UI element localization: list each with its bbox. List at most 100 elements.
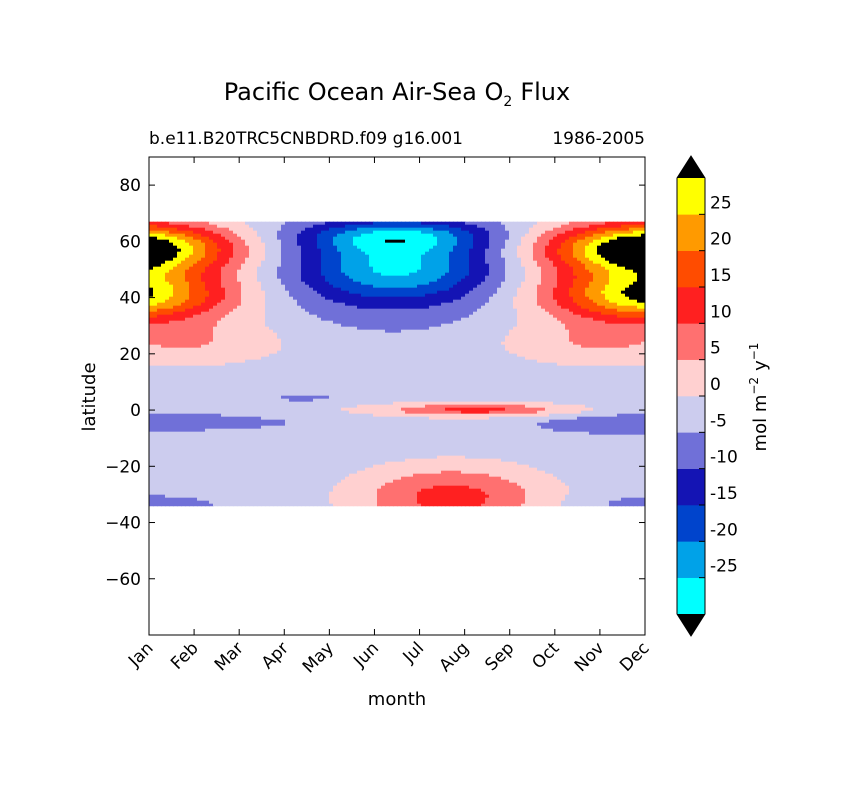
field-cell xyxy=(197,341,202,346)
field-cell xyxy=(185,356,190,361)
field-cell xyxy=(197,395,202,400)
field-cell xyxy=(193,464,198,469)
field-cell xyxy=(185,299,190,304)
field-cell xyxy=(177,398,182,403)
field-cell xyxy=(173,242,178,247)
field-cell xyxy=(249,500,254,505)
field-cell xyxy=(189,428,194,433)
field-cell xyxy=(157,314,162,319)
field-cell xyxy=(197,404,202,409)
field-cell xyxy=(241,407,246,412)
field-cell xyxy=(261,380,266,385)
field-cell xyxy=(205,281,210,286)
field-cell xyxy=(209,329,214,334)
chart-title-subscript: 2 xyxy=(503,94,512,110)
field-cell xyxy=(265,263,270,268)
field-cell xyxy=(173,503,178,507)
field-cell xyxy=(217,260,222,265)
field-cell xyxy=(153,347,158,352)
field-cell xyxy=(313,503,318,507)
field-cell xyxy=(161,491,166,496)
field-cell xyxy=(221,251,226,256)
field-cell xyxy=(189,266,194,271)
field-cell xyxy=(153,272,158,277)
field-cell xyxy=(221,443,226,448)
field-cell xyxy=(265,374,270,379)
field-cell xyxy=(225,221,230,226)
field-cell xyxy=(173,353,178,358)
field-cell xyxy=(261,464,266,469)
field-cell xyxy=(221,398,226,403)
field-cell xyxy=(209,278,214,283)
field-cell xyxy=(237,269,242,274)
field-cell xyxy=(257,227,262,232)
field-cell xyxy=(165,302,170,307)
field-cell xyxy=(185,302,190,307)
field-cell xyxy=(189,299,194,304)
field-cell xyxy=(157,323,162,328)
field-cell xyxy=(253,503,258,507)
field-cell xyxy=(157,287,162,292)
field-cell xyxy=(229,350,234,355)
field-cell xyxy=(205,404,210,409)
field-cell xyxy=(189,326,194,331)
field-cell xyxy=(149,368,154,373)
field-cell xyxy=(193,431,198,436)
field-cell xyxy=(161,476,166,481)
field-cell xyxy=(153,233,158,238)
field-cell xyxy=(169,245,174,250)
field-cell xyxy=(213,248,218,253)
field-cell xyxy=(225,305,230,310)
field-cell xyxy=(229,302,234,307)
field-cell xyxy=(257,410,262,415)
field-cell xyxy=(261,326,266,331)
field-cell xyxy=(229,431,234,436)
field-cell xyxy=(249,377,254,382)
field-cell xyxy=(161,398,166,403)
field-cell xyxy=(257,419,262,424)
field-cell xyxy=(149,353,154,358)
field-cell xyxy=(229,281,234,286)
field-cell xyxy=(237,455,242,460)
field-cell xyxy=(261,446,266,451)
field-cell xyxy=(181,332,186,337)
field-cell xyxy=(261,224,266,229)
field-cell xyxy=(165,485,170,490)
field-cell xyxy=(233,494,238,499)
field-cell xyxy=(209,290,214,295)
field-cell xyxy=(165,422,170,427)
field-cell xyxy=(197,239,202,244)
field-cell xyxy=(189,233,194,238)
field-cell xyxy=(249,473,254,478)
field-cell xyxy=(157,257,162,262)
field-cell xyxy=(181,248,186,253)
field-cell xyxy=(161,419,166,424)
field-cell xyxy=(181,254,186,259)
field-cell xyxy=(209,335,214,340)
field-cell xyxy=(249,425,254,430)
field-cell xyxy=(165,455,170,460)
field-cell xyxy=(185,398,190,403)
field-cell xyxy=(209,314,214,319)
field-cell xyxy=(269,278,274,283)
field-cell xyxy=(241,395,246,400)
field-cell xyxy=(201,338,206,343)
field-cell xyxy=(149,317,154,322)
field-cell xyxy=(221,338,226,343)
field-cell xyxy=(209,389,214,394)
field-cell xyxy=(249,260,254,265)
field-cell xyxy=(189,224,194,229)
field-cell xyxy=(265,233,270,238)
field-cell xyxy=(217,404,222,409)
field-cell xyxy=(189,473,194,478)
field-cell xyxy=(249,305,254,310)
field-cell xyxy=(201,398,206,403)
field-cell xyxy=(225,269,230,274)
field-cell xyxy=(149,245,154,250)
field-cell xyxy=(233,221,238,226)
field-cell xyxy=(245,377,250,382)
field-cell xyxy=(221,434,226,439)
field-cell xyxy=(237,224,242,229)
field-cell xyxy=(209,410,214,415)
field-cell xyxy=(149,485,154,490)
